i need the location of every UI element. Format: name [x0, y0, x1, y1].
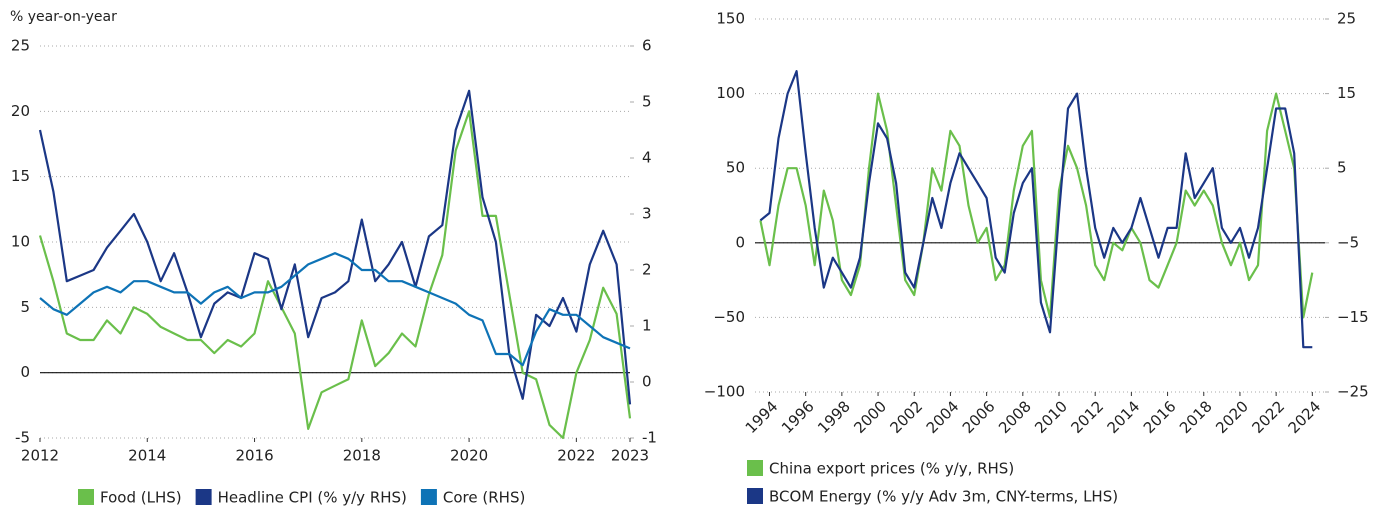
x-tick-label: 2004: [923, 397, 963, 437]
legend-label: Core (RHS): [443, 489, 525, 507]
y-tick-label: -5: [15, 429, 30, 447]
legend-swatch: [747, 488, 763, 504]
y-tick-label: 100: [716, 84, 745, 102]
y-tick-label: 50: [726, 159, 745, 177]
x-tick-label: 2006: [959, 397, 999, 437]
series-line: [38, 89, 632, 405]
y-tick-label: 5: [20, 298, 30, 316]
x-tick-label: 2024: [1285, 397, 1325, 437]
y-tick-label: 25: [11, 37, 30, 55]
x-tick-label: 2012: [1067, 397, 1107, 437]
x-tick-label: 2014: [1104, 397, 1144, 437]
y-tick-label: 0: [20, 363, 30, 381]
x-tick-label: 2016: [1140, 397, 1180, 437]
x-tick-label: 2016: [235, 447, 273, 465]
legend-swatch: [747, 460, 763, 476]
legend-swatch: [78, 489, 94, 505]
y2-tick-label: 2: [642, 261, 652, 279]
legend-swatch: [420, 489, 437, 505]
y2-tick-label: 25: [1337, 10, 1356, 28]
y-axis-label: % year-on-year: [10, 9, 117, 25]
y-tick-label: −50: [713, 308, 745, 326]
y2-tick-label: 0: [642, 373, 652, 391]
y2-tick-label: −25: [1337, 383, 1369, 401]
y-tick-label: 15: [11, 167, 30, 185]
x-tick-label: 1998: [814, 397, 854, 437]
y2-tick-label: 4: [642, 149, 652, 167]
legend-swatch: [195, 489, 212, 505]
x-tick-label: 1994: [742, 397, 782, 437]
x-tick-label: 2023: [611, 447, 649, 465]
x-tick-label: 2012: [21, 447, 59, 465]
legend-label: Food (LHS): [100, 489, 182, 507]
legend-item: Food (LHS): [78, 489, 182, 507]
x-tick-label: 2020: [450, 447, 488, 465]
y2-tick-label: 15: [1337, 84, 1356, 102]
series-line: [759, 92, 1314, 319]
x-tick-label: 1996: [778, 397, 818, 437]
y2-tick-label: −15: [1337, 308, 1369, 326]
series-line: [759, 70, 1313, 349]
y2-tick-label: -1: [642, 429, 657, 447]
x-tick-label: 2018: [343, 447, 381, 465]
x-tick-label: 2010: [1031, 397, 1071, 437]
legend-item: BCOM Energy (% y/y Adv 3m, CNY-terms, LH…: [747, 488, 1118, 506]
y2-tick-label: 3: [642, 205, 652, 223]
legend-label: Headline CPI (% y/y RHS): [218, 489, 407, 507]
series-line: [39, 252, 631, 367]
x-tick-label: 2000: [850, 397, 890, 437]
x-tick-label: 2022: [1248, 397, 1288, 437]
x-tick-label: 2020: [1212, 397, 1252, 437]
legend-item: Headline CPI (% y/y RHS): [195, 489, 407, 507]
series-line: [38, 110, 632, 440]
x-tick-label: 2018: [1176, 397, 1216, 437]
legend-label: BCOM Energy (% y/y Adv 3m, CNY-terms, LH…: [769, 488, 1118, 506]
y2-tick-label: 1: [642, 317, 652, 335]
y-tick-label: 20: [11, 102, 30, 120]
y-tick-label: 10: [11, 233, 30, 251]
y2-tick-label: 5: [642, 93, 652, 111]
y-tick-label: −100: [704, 383, 745, 401]
legend-item: China export prices (% y/y, RHS): [747, 460, 1014, 478]
legend-item: Core (RHS): [420, 489, 525, 507]
x-tick-label: 2002: [887, 397, 927, 437]
y2-tick-label: −5: [1337, 233, 1359, 251]
y2-tick-label: 6: [642, 37, 652, 55]
x-tick-label: 2014: [128, 447, 166, 465]
legend-label: China export prices (% y/y, RHS): [769, 460, 1014, 478]
y-tick-label: 150: [716, 10, 745, 28]
y-tick-label: 0: [735, 233, 745, 251]
y2-tick-label: 5: [1337, 159, 1347, 177]
x-tick-label: 2022: [557, 447, 595, 465]
x-tick-label: 2008: [995, 397, 1035, 437]
